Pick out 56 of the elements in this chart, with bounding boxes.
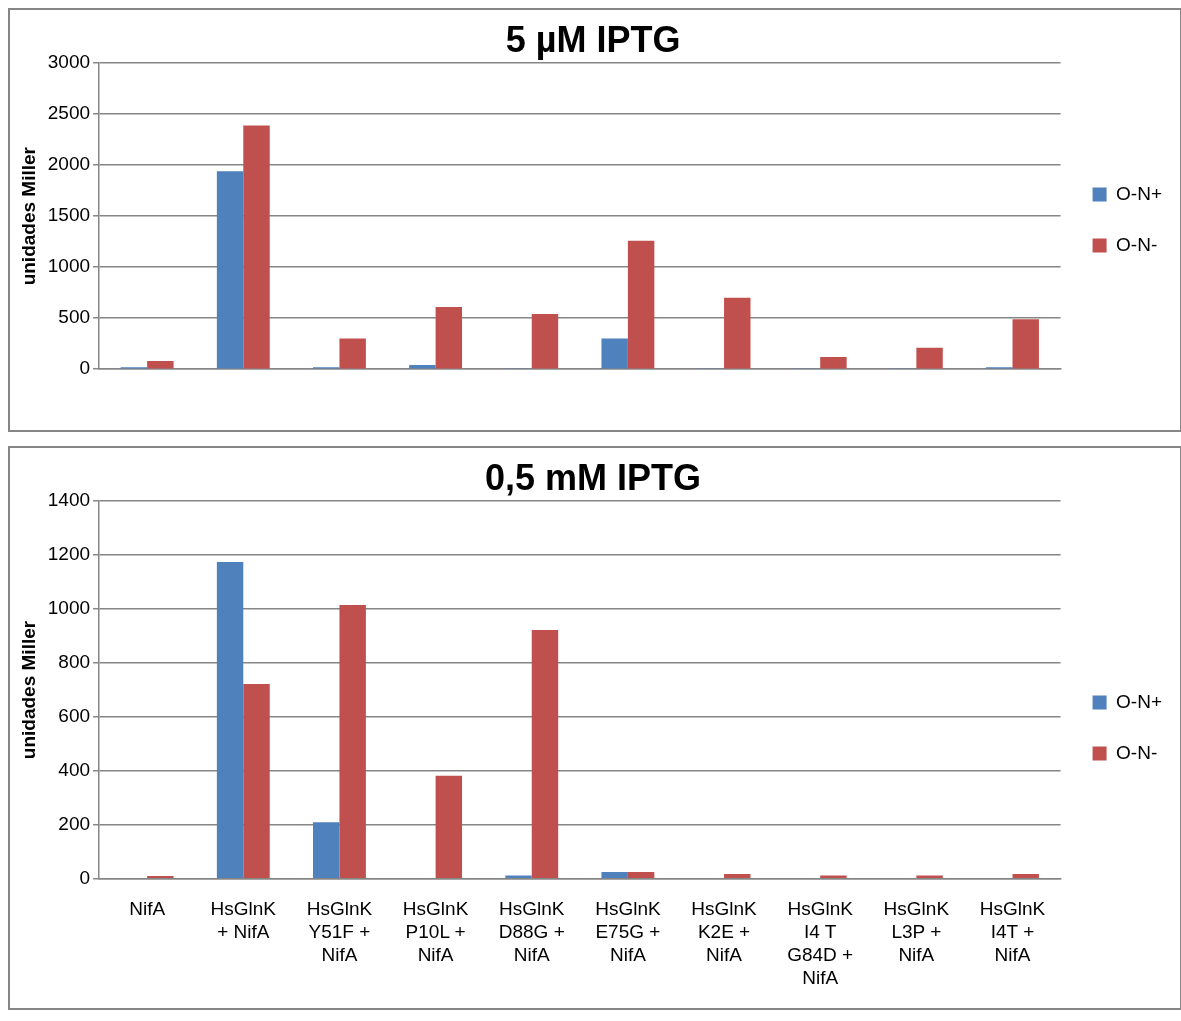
x-tick-label: HsGlnK D88G + NifA <box>498 898 565 966</box>
bar <box>820 356 847 369</box>
bar <box>627 872 655 879</box>
bar <box>724 873 751 879</box>
bar <box>916 347 943 369</box>
y-tick-label: 1200 <box>47 543 91 565</box>
bar <box>531 314 559 369</box>
bar <box>1012 873 1039 879</box>
y-tick-label: 400 <box>58 759 91 781</box>
bar <box>339 338 366 369</box>
y-tick-label: 500 <box>58 306 91 328</box>
legend-label: O-N+ <box>1116 690 1163 712</box>
y-tick-label: 0 <box>79 867 91 889</box>
bar <box>339 605 366 879</box>
bar <box>627 240 655 369</box>
legend-label: O-N- <box>1116 741 1158 763</box>
x-tick-label: HsGlnK I4 T G84D + NifA <box>787 898 854 988</box>
bar <box>435 306 463 369</box>
chart-title: 0,5 mM IPTG <box>484 456 702 498</box>
bar <box>243 125 270 369</box>
x-tick-label: HsGlnK K2E + NifA <box>691 898 758 966</box>
x-tick-label: HsGlnK + NifA <box>210 898 277 943</box>
y-axis-title: unidades Miller <box>17 620 39 760</box>
y-tick-label: 200 <box>58 813 91 835</box>
bar <box>216 561 244 879</box>
y-tick-label: 800 <box>58 651 91 673</box>
bar <box>313 822 340 879</box>
bar <box>147 361 174 369</box>
bar <box>1012 319 1039 369</box>
x-tick-label: HsGlnK E75G + NifA <box>595 898 661 966</box>
bar <box>601 338 628 369</box>
bar <box>409 365 436 369</box>
bar <box>435 775 463 879</box>
y-tick-label: 2000 <box>47 153 91 175</box>
y-tick-label: 1400 <box>47 489 91 511</box>
y-tick-label: 1000 <box>47 597 91 619</box>
bar <box>724 297 751 369</box>
legend-label: O-N+ <box>1116 182 1163 204</box>
y-tick-label: 2500 <box>47 102 91 124</box>
bar <box>531 630 559 879</box>
bar <box>216 171 244 369</box>
bar <box>243 684 270 879</box>
x-tick-label: HsGlnK L3P + NifA <box>883 898 950 966</box>
y-tick-label: 600 <box>58 705 91 727</box>
x-tick-label: HsGlnK P10L + NifA <box>402 898 469 966</box>
x-tick-label: NifA <box>129 898 166 920</box>
chart-title: 5 µM IPTG <box>505 18 681 60</box>
y-tick-label: 1000 <box>47 255 91 277</box>
bar <box>601 872 628 879</box>
x-tick-label: HsGlnK Y51F + NifA <box>306 898 373 966</box>
y-axis-title: unidades Miller <box>17 146 39 286</box>
y-tick-label: 0 <box>79 357 91 379</box>
y-tick-label: 1500 <box>47 204 91 226</box>
y-tick-label: 3000 <box>47 51 91 73</box>
x-tick-label: HsGlnK I4T + NifA <box>979 898 1046 966</box>
legend-label: O-N- <box>1116 233 1158 255</box>
